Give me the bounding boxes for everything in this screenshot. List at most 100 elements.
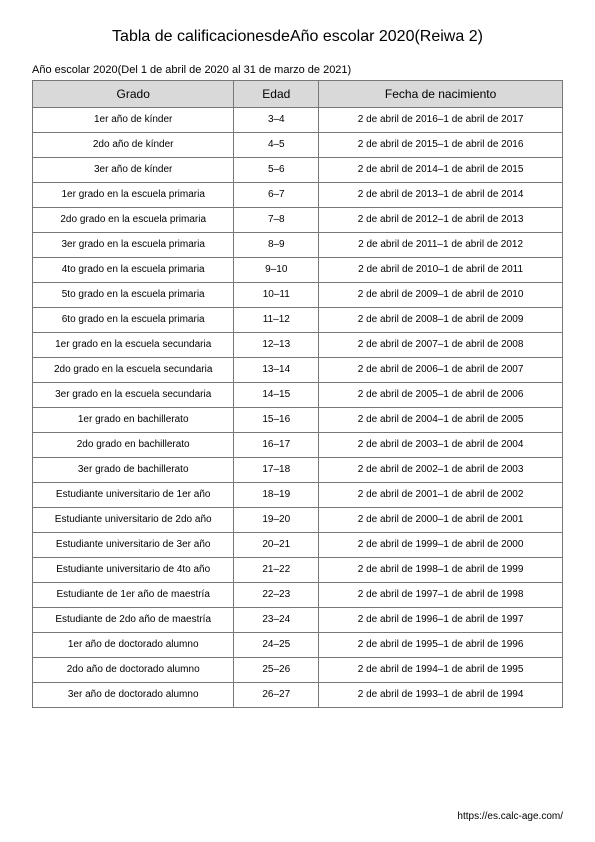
table-cell: 2do año de doctorado alumno: [33, 658, 234, 683]
table-cell: 4to grado en la escuela primaria: [33, 258, 234, 283]
table-row: Estudiante universitario de 1er año18–19…: [33, 483, 563, 508]
table-cell: 2 de abril de 2016–1 de abril de 2017: [319, 108, 563, 133]
table-row: 2do año de doctorado alumno25–262 de abr…: [33, 658, 563, 683]
table-cell: Estudiante de 2do año de maestría: [33, 608, 234, 633]
table-cell: 2 de abril de 1998–1 de abril de 1999: [319, 558, 563, 583]
col-header-0: Grado: [33, 81, 234, 108]
table-cell: 2 de abril de 2006–1 de abril de 2007: [319, 358, 563, 383]
page-title: Tabla de calificacionesdeAño escolar 202…: [32, 28, 563, 46]
table-cell: 2do año de kínder: [33, 133, 234, 158]
table-cell: 10–11: [234, 283, 319, 308]
table-cell: 1er año de kínder: [33, 108, 234, 133]
table-cell: 25–26: [234, 658, 319, 683]
table-cell: Estudiante universitario de 1er año: [33, 483, 234, 508]
table-cell: 2 de abril de 1994–1 de abril de 1995: [319, 658, 563, 683]
table-cell: 2 de abril de 1997–1 de abril de 1998: [319, 583, 563, 608]
table-cell: 6–7: [234, 183, 319, 208]
table-cell: 2do grado en la escuela primaria: [33, 208, 234, 233]
table-cell: 2 de abril de 2003–1 de abril de 2004: [319, 433, 563, 458]
table-cell: 2 de abril de 2014–1 de abril de 2015: [319, 158, 563, 183]
table-cell: 20–21: [234, 533, 319, 558]
table-cell: 3er grado en la escuela secundaria: [33, 383, 234, 408]
table-cell: 9–10: [234, 258, 319, 283]
table-cell: 15–16: [234, 408, 319, 433]
table-row: Estudiante de 2do año de maestría23–242 …: [33, 608, 563, 633]
table-cell: 2 de abril de 2015–1 de abril de 2016: [319, 133, 563, 158]
table-cell: 16–17: [234, 433, 319, 458]
table-cell: 2 de abril de 2010–1 de abril de 2011: [319, 258, 563, 283]
table-row: 1er grado en bachillerato15–162 de abril…: [33, 408, 563, 433]
header-row: GradoEdadFecha de nacimiento: [33, 81, 563, 108]
table-cell: 2 de abril de 2013–1 de abril de 2014: [319, 183, 563, 208]
table-cell: 2 de abril de 2002–1 de abril de 2003: [319, 458, 563, 483]
table-cell: 5–6: [234, 158, 319, 183]
table-cell: 14–15: [234, 383, 319, 408]
table-cell: 2 de abril de 2008–1 de abril de 2009: [319, 308, 563, 333]
col-header-1: Edad: [234, 81, 319, 108]
table-cell: 2 de abril de 1993–1 de abril de 1994: [319, 683, 563, 708]
table-cell: 19–20: [234, 508, 319, 533]
table-row: 2do grado en la escuela primaria7–82 de …: [33, 208, 563, 233]
table-row: Estudiante de 1er año de maestría22–232 …: [33, 583, 563, 608]
table-cell: 17–18: [234, 458, 319, 483]
table-row: 3er año de doctorado alumno26–272 de abr…: [33, 683, 563, 708]
table-row: 4to grado en la escuela primaria9–102 de…: [33, 258, 563, 283]
table-cell: 2do grado en la escuela secundaria: [33, 358, 234, 383]
table-row: 3er grado en la escuela primaria8–92 de …: [33, 233, 563, 258]
table-cell: 13–14: [234, 358, 319, 383]
table-row: 2do grado en la escuela secundaria13–142…: [33, 358, 563, 383]
table-cell: 1er grado en la escuela primaria: [33, 183, 234, 208]
table-cell: 2do grado en bachillerato: [33, 433, 234, 458]
table-row: Estudiante universitario de 4to año21–22…: [33, 558, 563, 583]
table-cell: 24–25: [234, 633, 319, 658]
grade-table: GradoEdadFecha de nacimiento 1er año de …: [32, 80, 563, 708]
table-cell: 3er grado de bachillerato: [33, 458, 234, 483]
table-cell: 26–27: [234, 683, 319, 708]
table-row: 5to grado en la escuela primaria10–112 d…: [33, 283, 563, 308]
table-cell: 3–4: [234, 108, 319, 133]
table-cell: 2 de abril de 2009–1 de abril de 2010: [319, 283, 563, 308]
table-cell: 22–23: [234, 583, 319, 608]
subtitle: Año escolar 2020(Del 1 de abril de 2020 …: [32, 64, 563, 76]
table-cell: 2 de abril de 2012–1 de abril de 2013: [319, 208, 563, 233]
table-cell: 3er año de doctorado alumno: [33, 683, 234, 708]
table-cell: Estudiante de 1er año de maestría: [33, 583, 234, 608]
table-cell: 12–13: [234, 333, 319, 358]
table-cell: 2 de abril de 2011–1 de abril de 2012: [319, 233, 563, 258]
table-cell: 21–22: [234, 558, 319, 583]
table-row: 3er grado de bachillerato17–182 de abril…: [33, 458, 563, 483]
table-cell: 5to grado en la escuela primaria: [33, 283, 234, 308]
table-row: 6to grado en la escuela primaria11–122 d…: [33, 308, 563, 333]
table-row: 2do grado en bachillerato16–172 de abril…: [33, 433, 563, 458]
table-cell: 2 de abril de 2000–1 de abril de 2001: [319, 508, 563, 533]
table-row: Estudiante universitario de 2do año19–20…: [33, 508, 563, 533]
table-cell: 8–9: [234, 233, 319, 258]
table-cell: 1er grado en bachillerato: [33, 408, 234, 433]
table-head: GradoEdadFecha de nacimiento: [33, 81, 563, 108]
table-row: Estudiante universitario de 3er año20–21…: [33, 533, 563, 558]
table-cell: 1er año de doctorado alumno: [33, 633, 234, 658]
table-cell: 2 de abril de 2001–1 de abril de 2002: [319, 483, 563, 508]
table-cell: 2 de abril de 1995–1 de abril de 1996: [319, 633, 563, 658]
table-row: 1er grado en la escuela secundaria12–132…: [33, 333, 563, 358]
table-cell: Estudiante universitario de 4to año: [33, 558, 234, 583]
table-cell: 2 de abril de 1999–1 de abril de 2000: [319, 533, 563, 558]
table-row: 3er año de kínder5–62 de abril de 2014–1…: [33, 158, 563, 183]
table-row: 1er año de doctorado alumno24–252 de abr…: [33, 633, 563, 658]
col-header-2: Fecha de nacimiento: [319, 81, 563, 108]
table-cell: 3er año de kínder: [33, 158, 234, 183]
table-cell: 7–8: [234, 208, 319, 233]
table-cell: 4–5: [234, 133, 319, 158]
table-body: 1er año de kínder3–42 de abril de 2016–1…: [33, 108, 563, 708]
table-cell: 18–19: [234, 483, 319, 508]
table-cell: 2 de abril de 2004–1 de abril de 2005: [319, 408, 563, 433]
table-cell: Estudiante universitario de 3er año: [33, 533, 234, 558]
table-cell: 11–12: [234, 308, 319, 333]
table-cell: 2 de abril de 2007–1 de abril de 2008: [319, 333, 563, 358]
table-cell: 3er grado en la escuela primaria: [33, 233, 234, 258]
table-cell: 1er grado en la escuela secundaria: [33, 333, 234, 358]
table-cell: 23–24: [234, 608, 319, 633]
table-cell: 2 de abril de 1996–1 de abril de 1997: [319, 608, 563, 633]
table-cell: 6to grado en la escuela primaria: [33, 308, 234, 333]
table-row: 1er grado en la escuela primaria6–72 de …: [33, 183, 563, 208]
